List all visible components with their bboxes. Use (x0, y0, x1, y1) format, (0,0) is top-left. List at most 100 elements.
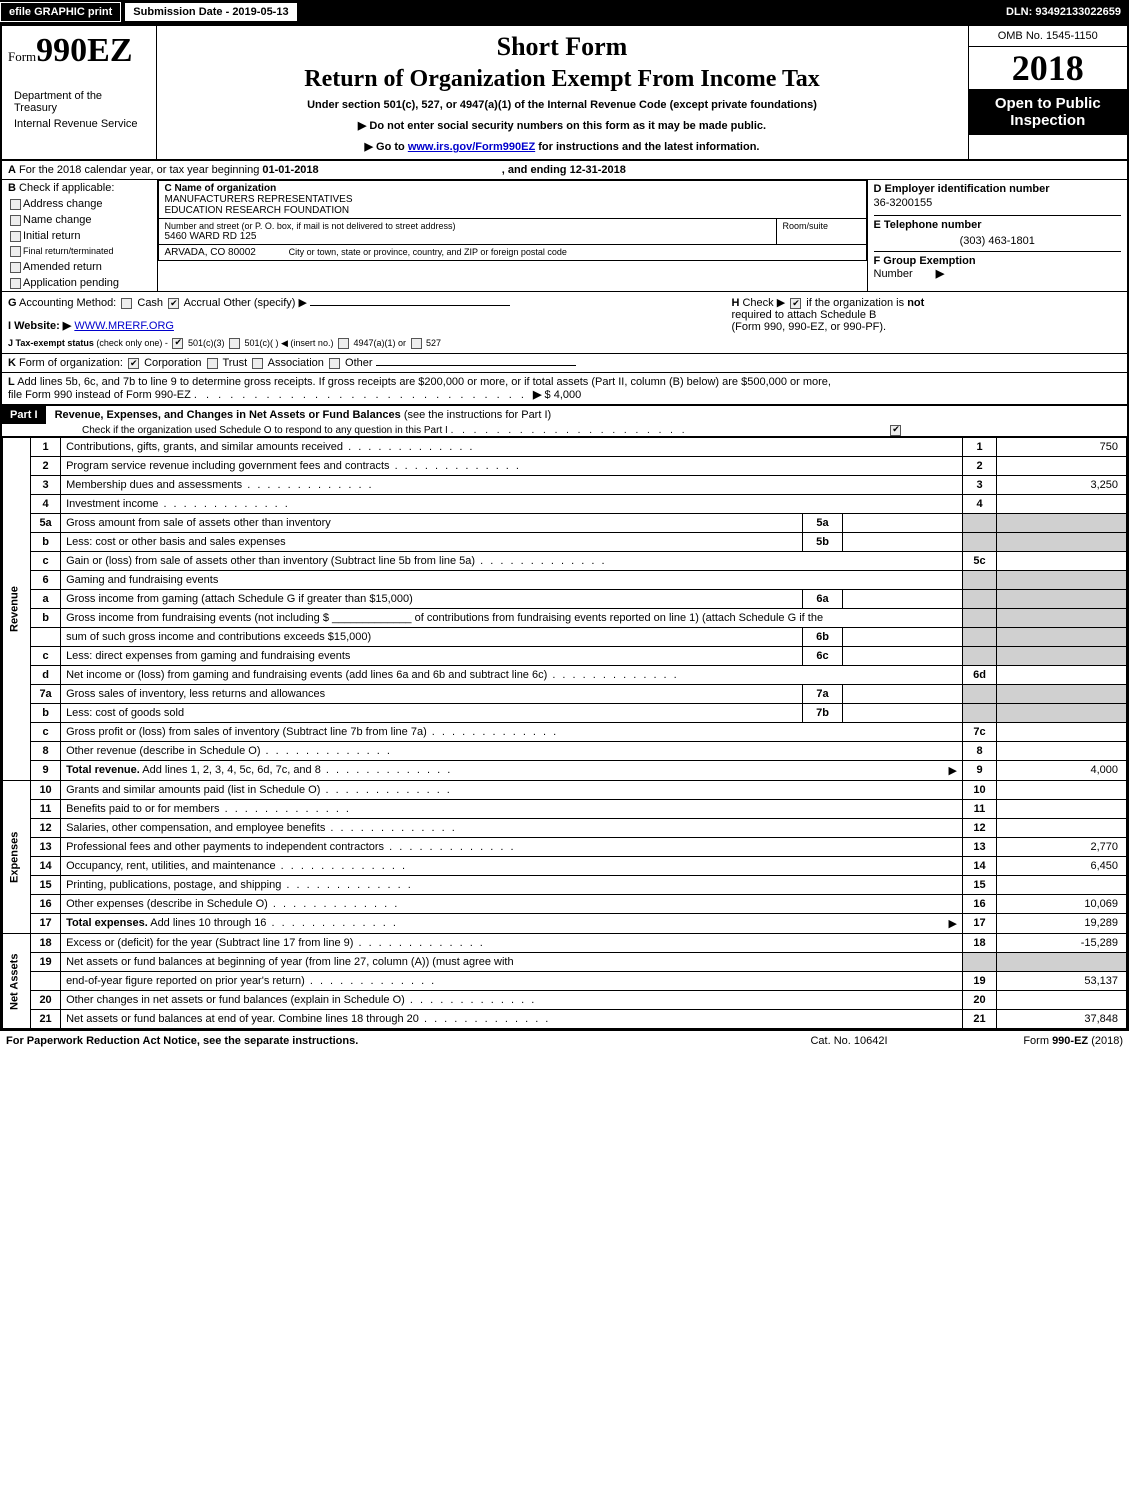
chk-final-return[interactable]: Final return/terminated (2, 244, 157, 259)
line-row: 12Salaries, other compensation, and empl… (3, 819, 1127, 838)
l-amount: $ 4,000 (545, 389, 582, 401)
phone-value: (303) 463-1801 (874, 231, 1122, 251)
j-o3: 4947(a)(1) or (353, 338, 406, 348)
dept-irs: Internal Revenue Service (8, 116, 150, 132)
dln-label: DLN: 93492133022659 (998, 3, 1129, 21)
line-no: 17 (963, 914, 997, 934)
chk-501c[interactable] (229, 338, 240, 349)
g-label: G (8, 297, 17, 309)
ein-value: 36-3200155 (874, 195, 1122, 215)
chk-schedule-o[interactable] (890, 425, 901, 436)
chk-501c3[interactable] (172, 338, 183, 349)
line-row: cGross profit or (loss) from sales of in… (3, 723, 1127, 742)
line-num: 5a (31, 514, 61, 533)
line-no: 13 (963, 838, 997, 857)
chk-4947[interactable] (338, 338, 349, 349)
line-desc: Benefits paid to or for members . . . . … (61, 800, 963, 819)
inner-line-no: 6b (803, 628, 843, 647)
form-number: Form990EZ (8, 32, 150, 70)
h-label: H (731, 297, 739, 309)
chk-label: Name change (23, 214, 92, 226)
inner-amt (843, 628, 963, 647)
warn-goto: ▶ Go to www.irs.gov/Form990EZ for instru… (167, 140, 958, 153)
line-num: 9 (31, 761, 61, 781)
line-no: 3 (963, 476, 997, 495)
line-no: 10 (963, 781, 997, 800)
line-desc: Occupancy, rent, utilities, and maintena… (61, 857, 963, 876)
chk-initial-return[interactable]: Initial return (2, 228, 157, 244)
line-desc: Salaries, other compensation, and employ… (61, 819, 963, 838)
amt: 6,450 (997, 857, 1127, 876)
line-desc: Gross profit or (loss) from sales of inv… (61, 723, 963, 742)
amt-shaded (997, 685, 1127, 704)
chk-trust[interactable] (207, 358, 218, 369)
line-a-mid: , and ending (502, 164, 570, 176)
amt (997, 457, 1127, 476)
submission-date: Submission Date - 2019-05-13 (125, 3, 296, 21)
j-label: J Tax-exempt status (8, 338, 94, 348)
amt: 2,770 (997, 838, 1127, 857)
chk-other-org[interactable] (329, 358, 340, 369)
line-desc: Gross income from fundraising events (no… (61, 609, 963, 628)
inner-line-no: 7a (803, 685, 843, 704)
line-a-pre: For the 2018 calendar year, or tax year … (19, 164, 262, 176)
goto-pre: ▶ Go to (365, 141, 408, 153)
accrual-label: Accrual (184, 297, 221, 309)
chk-amended-return[interactable]: Amended return (2, 259, 157, 275)
inner-line-no: 6a (803, 590, 843, 609)
h-text3: required to attach Schedule B (731, 309, 876, 321)
f-label2: Number (874, 268, 913, 280)
warn-ssn: ▶ Do not enter social security numbers o… (167, 119, 958, 132)
chk-527[interactable] (411, 338, 422, 349)
room-label: Room/suite (783, 221, 860, 231)
check-text: Check if the organization used Schedule … (82, 425, 448, 436)
line-num: 14 (31, 857, 61, 876)
h-text4: (Form 990, 990-EZ, or 990-PF). (731, 321, 886, 333)
amt (997, 666, 1127, 685)
line-desc: Gross amount from sale of assets other t… (61, 514, 803, 533)
line-row: bLess: cost or other basis and sales exp… (3, 533, 1127, 552)
line-num (31, 972, 61, 991)
chk-name-change[interactable]: Name change (2, 212, 157, 228)
chk-assoc[interactable] (252, 358, 263, 369)
line-no-shaded (963, 704, 997, 723)
open-public: Open to Public Inspection (969, 89, 1128, 135)
chk-cash[interactable] (121, 298, 132, 309)
j-o4: 527 (426, 338, 441, 348)
amt (997, 495, 1127, 514)
line-l: L Add lines 5b, 6c, and 7b to line 9 to … (1, 373, 1128, 406)
l-arrow: ▶ (533, 389, 541, 401)
addr-value: 5460 WARD RD 125 (165, 231, 770, 242)
j-small: (check only one) - (96, 338, 168, 348)
k-label: K (8, 357, 16, 369)
website-link[interactable]: WWW.MRERF.ORG (74, 320, 174, 332)
line-num: a (31, 590, 61, 609)
line-row: 16Other expenses (describe in Schedule O… (3, 895, 1127, 914)
line-num: 20 (31, 991, 61, 1010)
line-no: 5c (963, 552, 997, 571)
h-text2: if the organization is (806, 297, 904, 309)
footer-left: For Paperwork Reduction Act Notice, see … (0, 1031, 749, 1051)
g-text: Accounting Method: (19, 297, 116, 309)
i-label: I Website: ▶ (8, 320, 71, 332)
line-a-label: A (8, 164, 16, 176)
line-desc: Gain or (loss) from sale of assets other… (61, 552, 963, 571)
line-desc: Professional fees and other payments to … (61, 838, 963, 857)
line-no: 19 (963, 972, 997, 991)
irs-link[interactable]: www.irs.gov/Form990EZ (408, 141, 535, 153)
efile-label: efile GRAPHIC print (0, 2, 121, 22)
chk-application-pending[interactable]: Application pending (2, 275, 157, 291)
line-desc: Net income or (loss) from gaming and fun… (61, 666, 963, 685)
chk-corp[interactable] (128, 358, 139, 369)
amt (997, 953, 1127, 972)
line-no: 7c (963, 723, 997, 742)
chk-label: Initial return (23, 230, 80, 242)
chk-h[interactable] (790, 298, 801, 309)
line-row: Net Assets18Excess or (deficit) for the … (3, 934, 1127, 953)
line-desc: end-of-year figure reported on prior yea… (61, 972, 963, 991)
main-title: Return of Organization Exempt From Incom… (167, 66, 958, 93)
chk-accrual[interactable] (168, 298, 179, 309)
chk-address-change[interactable]: Address change (2, 196, 157, 212)
line-a-begin: 01-01-2018 (262, 164, 318, 176)
dept-treasury: Department of the Treasury (8, 88, 150, 116)
